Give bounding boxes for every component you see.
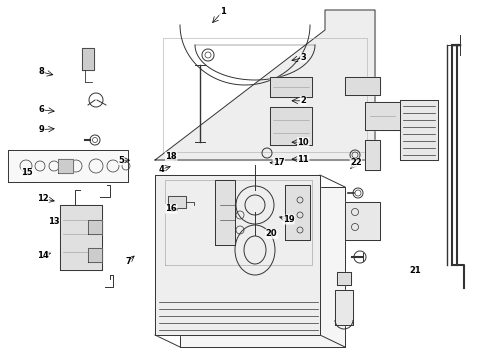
Polygon shape — [215, 180, 235, 245]
Polygon shape — [364, 102, 399, 130]
Text: 20: 20 — [265, 230, 277, 238]
Text: 19: 19 — [282, 215, 294, 224]
Text: 8: 8 — [39, 68, 44, 77]
Polygon shape — [180, 187, 345, 347]
Polygon shape — [88, 248, 102, 262]
Polygon shape — [269, 77, 311, 97]
Text: 12: 12 — [37, 194, 49, 203]
Text: 11: 11 — [297, 154, 308, 163]
Text: 6: 6 — [39, 105, 44, 114]
Text: 4: 4 — [158, 165, 164, 174]
Text: 7: 7 — [125, 256, 131, 265]
Polygon shape — [88, 220, 102, 234]
Text: 17: 17 — [272, 158, 284, 167]
Text: 18: 18 — [165, 152, 177, 161]
Text: 22: 22 — [349, 158, 361, 167]
Polygon shape — [336, 272, 350, 285]
Text: 15: 15 — [21, 168, 33, 177]
Text: 9: 9 — [39, 125, 44, 134]
Polygon shape — [285, 185, 309, 240]
Text: 21: 21 — [409, 266, 421, 275]
Polygon shape — [399, 100, 437, 160]
Polygon shape — [334, 290, 352, 325]
Polygon shape — [345, 202, 379, 240]
Polygon shape — [168, 196, 185, 208]
Polygon shape — [60, 205, 102, 270]
Polygon shape — [269, 107, 311, 145]
Text: 13: 13 — [48, 217, 60, 226]
Polygon shape — [58, 159, 73, 173]
Polygon shape — [155, 175, 319, 335]
Text: 1: 1 — [219, 7, 225, 16]
Polygon shape — [345, 77, 379, 95]
Text: 16: 16 — [165, 204, 177, 213]
Polygon shape — [82, 48, 94, 70]
Text: 5: 5 — [118, 156, 124, 165]
Text: 2: 2 — [300, 96, 305, 105]
Text: 3: 3 — [300, 53, 305, 62]
Polygon shape — [8, 150, 128, 182]
Text: 10: 10 — [297, 138, 308, 147]
Text: 14: 14 — [37, 251, 49, 260]
Polygon shape — [364, 140, 379, 170]
Polygon shape — [155, 10, 374, 160]
